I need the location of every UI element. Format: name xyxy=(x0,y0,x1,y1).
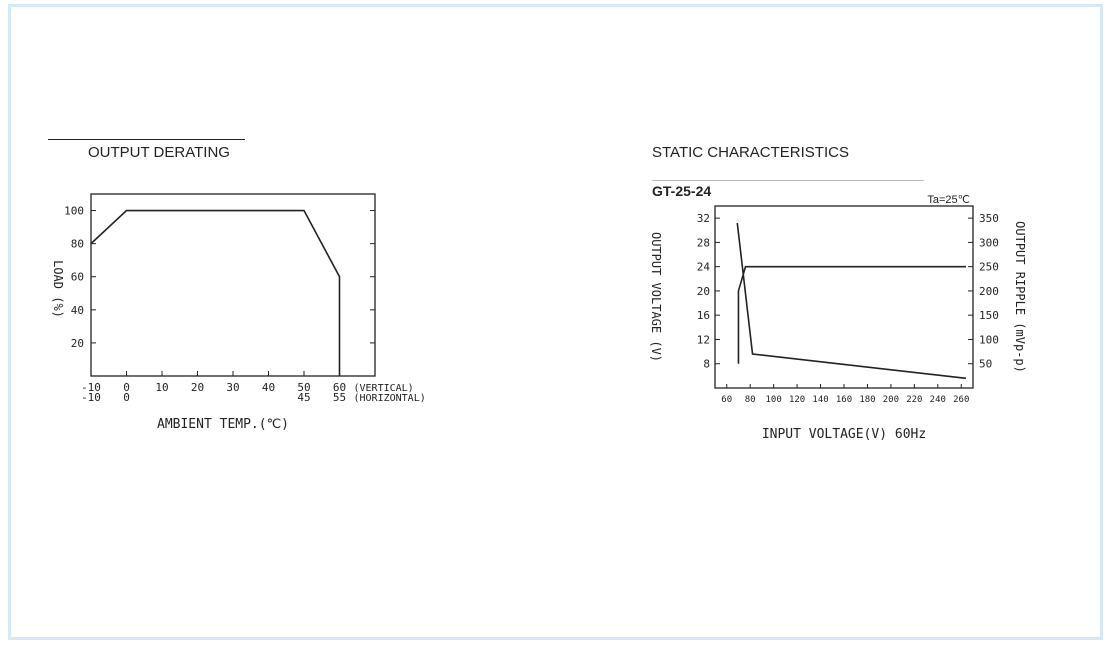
y-right-tick-label: 200 xyxy=(979,285,999,298)
output-ripple-line xyxy=(736,222,967,380)
x-tick-label: 120 xyxy=(789,395,805,405)
x-tick-label: 220 xyxy=(906,395,922,405)
x-axis-label: AMBIENT TEMP.(℃) xyxy=(157,417,289,432)
x-tick-note-vertical: (VERTICAL) xyxy=(354,383,414,394)
x-tick-label: 160 xyxy=(836,395,852,405)
y-right-tick-label: 300 xyxy=(979,236,999,249)
y-left-tick-label: 32 xyxy=(697,212,710,225)
x-tick-label: 200 xyxy=(883,395,899,405)
x-tick-note-horizontal: (HORIZONTAL) xyxy=(354,393,426,404)
x-tick-label: 180 xyxy=(859,395,875,405)
y-right-tick-label: 350 xyxy=(979,212,999,225)
y-right-tick-label: 50 xyxy=(979,358,992,371)
right-title-rule xyxy=(652,180,924,181)
x-tick-label: 30 xyxy=(226,381,239,394)
model-label: GT-25-24 xyxy=(652,183,712,199)
y-axis-label: LOAD (%) xyxy=(51,260,65,318)
x-tick-label-horizontal: -10 xyxy=(81,391,101,404)
y-left-tick-label: 24 xyxy=(697,261,711,274)
output-voltage-line xyxy=(737,265,966,364)
y-tick-label: 20 xyxy=(71,337,84,350)
derating-line xyxy=(90,209,341,376)
plot-frame xyxy=(714,205,974,389)
x-tick-label: 0 xyxy=(123,381,130,394)
y-left-tick-label: 8 xyxy=(703,358,710,371)
x-axis-label: INPUT VOLTAGE(V) 60Hz xyxy=(762,427,926,442)
left-title-rule xyxy=(48,139,245,140)
y-tick-label: 40 xyxy=(71,304,84,317)
x-tick-label-horizontal: 0 xyxy=(123,391,130,404)
derating-title: OUTPUT DERATING xyxy=(88,144,230,161)
y-tick-label: 100 xyxy=(64,205,84,218)
x-tick-label: 60 xyxy=(333,381,346,394)
y-left-tick-label: 16 xyxy=(697,309,710,322)
page-frame xyxy=(8,4,1103,640)
x-tick-label: 260 xyxy=(953,395,969,405)
y-right-tick-label: 100 xyxy=(979,333,999,346)
derating-chart: 20 40 60 80 100 -10 0 10 20 30 40 50 60 (VERTICAL) -10… xyxy=(51,193,426,432)
x-tick-label: 20 xyxy=(191,381,204,394)
static-title: STATIC CHARACTERISTICS xyxy=(652,144,849,161)
y-left-tick-label: 20 xyxy=(697,285,710,298)
y-tick-label: 60 xyxy=(71,271,84,284)
y-right-axis-label: OUTPUT RIPPLE (mVp-p) xyxy=(1013,221,1027,373)
y-left-tick-label: 28 xyxy=(697,236,710,249)
x-tick-label: 80 xyxy=(745,395,756,405)
x-tick-label: 50 xyxy=(297,381,310,394)
plot-frame xyxy=(90,193,376,377)
y-left-tick-label: 12 xyxy=(697,333,710,346)
x-tick-label: -10 xyxy=(81,381,101,394)
x-tick-label: 40 xyxy=(262,381,275,394)
ambient-annotation: Ta=25℃ xyxy=(927,194,970,206)
static-characteristics-chart: Ta=25℃ 8 12 16 20 24 28 32 50 100 150 200 250 300 350 6… xyxy=(649,194,1027,442)
x-tick-label: 240 xyxy=(930,395,946,405)
x-tick-label: 60 xyxy=(721,395,732,405)
y-right-tick-label: 250 xyxy=(979,261,999,274)
x-tick-label: 10 xyxy=(155,381,168,394)
y-left-axis-label: OUTPUT VOLTAGE (V) xyxy=(649,232,663,362)
y-right-tick-label: 150 xyxy=(979,309,999,322)
x-tick-label-horizontal: 45 xyxy=(297,391,310,404)
x-tick-label: 100 xyxy=(766,395,782,405)
x-tick-label: 140 xyxy=(812,395,828,405)
y-tick-label: 80 xyxy=(71,238,84,251)
x-tick-label-horizontal: 55 xyxy=(333,391,346,404)
